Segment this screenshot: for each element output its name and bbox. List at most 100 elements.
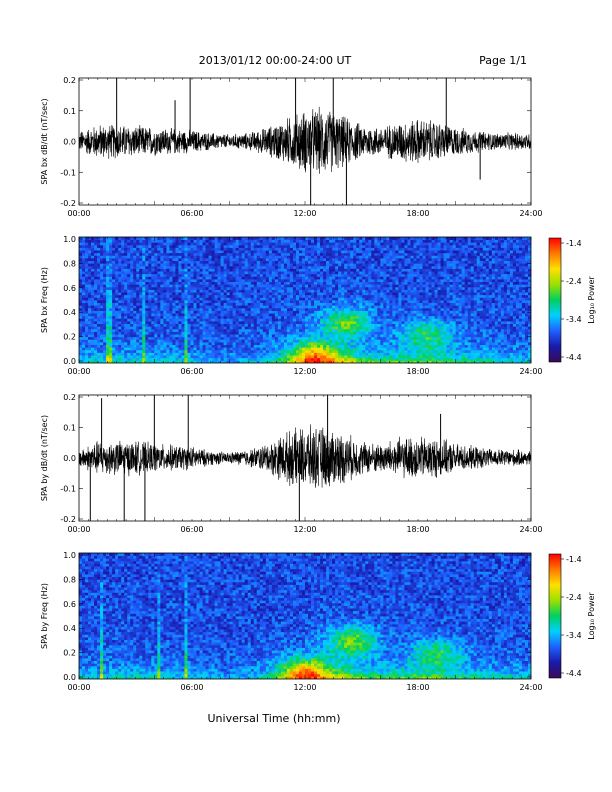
spectrogram-cell [217, 300, 222, 304]
spectrogram-cell [154, 281, 158, 285]
spectrogram-cell [133, 315, 137, 319]
spectrogram-cell [208, 294, 212, 298]
spectrogram-cell [148, 279, 152, 283]
spectrogram-cell [226, 310, 231, 314]
spectrogram-cell [344, 292, 348, 296]
spectrogram-cell [136, 271, 140, 275]
spectrogram-cell [347, 244, 351, 248]
spectrogram-cell [112, 357, 116, 361]
spectrogram-cell [329, 237, 333, 241]
spectrogram-cell [127, 352, 131, 356]
spectrogram-cell [163, 339, 167, 343]
spectrogram-cell [94, 313, 98, 317]
spectrogram-cell [124, 315, 128, 319]
spectrogram-cell [166, 347, 170, 351]
spectrogram-cell [359, 294, 363, 298]
spectrogram-cell [220, 292, 225, 296]
spectrogram-cell [271, 239, 276, 243]
spectrogram-cell [163, 265, 167, 269]
spectrogram-cell [220, 247, 225, 251]
spectrogram-cell [82, 294, 86, 298]
spectrogram-cell [365, 326, 369, 330]
spectrogram-cell [148, 284, 152, 288]
spectrogram-cell [274, 244, 279, 248]
spectrogram-cell [100, 252, 104, 256]
spectrogram-cell [250, 284, 255, 288]
spectrogram-cell [323, 271, 327, 275]
spectrogram-cell [223, 323, 228, 327]
spectrogram-cell [193, 294, 197, 298]
spectrogram-cell [82, 289, 86, 293]
spectrogram-cell [94, 342, 98, 346]
spectrogram-cell [175, 323, 179, 327]
spectrogram-cell [268, 289, 273, 293]
spectrogram-cell [377, 313, 381, 317]
spectrogram-cell [205, 271, 209, 275]
spectrogram-cell [305, 336, 309, 340]
spectrogram-cell [229, 360, 234, 363]
spectrogram-cell [295, 323, 300, 327]
spectrogram-cell [341, 313, 345, 317]
spectrogram-cell [169, 286, 173, 290]
spectrogram-cell [106, 336, 110, 340]
spectrogram-cell [338, 344, 342, 348]
spectrogram-cell [208, 302, 212, 306]
spectrogram-cell [311, 242, 315, 246]
spectrogram-cell [368, 294, 372, 298]
spectrogram-cell [241, 344, 246, 348]
spectrogram-cell [169, 244, 173, 248]
spectrogram-cell [112, 258, 116, 262]
spectrogram-cell [124, 268, 128, 272]
spectrogram-cell [166, 315, 170, 319]
spectrogram-cell [85, 352, 89, 356]
spectrogram-cell [329, 260, 333, 264]
spectrogram-cell [118, 258, 122, 262]
spectrogram-cell [106, 247, 110, 251]
spectrogram-cell [154, 310, 158, 314]
spectrogram-cell [187, 273, 191, 277]
spectrogram-cell [332, 347, 336, 351]
spectrogram-cell [371, 297, 375, 301]
spectrogram-cell [268, 252, 273, 256]
spectrogram-cell [172, 297, 176, 301]
spectrogram-cell [190, 336, 194, 340]
spectrogram-cell [85, 258, 89, 262]
spectrogram-cell [250, 292, 255, 296]
spectrogram-cell [199, 263, 203, 267]
spectrogram-cell [374, 352, 378, 356]
spectrogram-cell [229, 255, 234, 259]
spectrogram-cell [298, 273, 303, 277]
spectrogram-cell [356, 326, 360, 330]
spectrogram-cell [217, 263, 222, 267]
spectrogram-cell [112, 260, 116, 264]
spectrogram-cell [332, 286, 336, 290]
spectrogram [79, 237, 531, 363]
spectrogram-cell [232, 360, 237, 363]
spectrogram-cell [295, 326, 300, 330]
spectrogram-cell [238, 347, 243, 351]
spectrogram-cell [88, 252, 92, 256]
spectrogram-cell [157, 276, 161, 280]
spectrogram-cell [130, 242, 134, 246]
spectrogram-cell [82, 307, 86, 311]
spectrogram-cell [166, 292, 170, 296]
spectrogram-cell [202, 339, 206, 343]
spectrogram-cell [295, 360, 300, 363]
spectrogram-cell [166, 307, 170, 311]
spectrogram-cell [124, 250, 128, 254]
spectrogram-cell [94, 242, 98, 246]
spectrogram-cell [283, 355, 288, 359]
spectrogram-cell [91, 342, 95, 346]
spectrogram-cell [199, 250, 203, 254]
spectrogram-cell [326, 331, 330, 335]
spectrogram-cell [154, 307, 158, 311]
spectrogram-cell [298, 239, 303, 243]
spectrogram-cell [169, 281, 173, 285]
spectrogram-cell [238, 242, 243, 246]
spectrogram-cell [157, 336, 161, 340]
spectrogram-cell [169, 360, 173, 363]
spectrogram-cell [133, 352, 137, 356]
spectrogram-cell [163, 255, 167, 259]
spectrogram-cell [115, 344, 119, 348]
spectrogram-cell [232, 271, 237, 275]
